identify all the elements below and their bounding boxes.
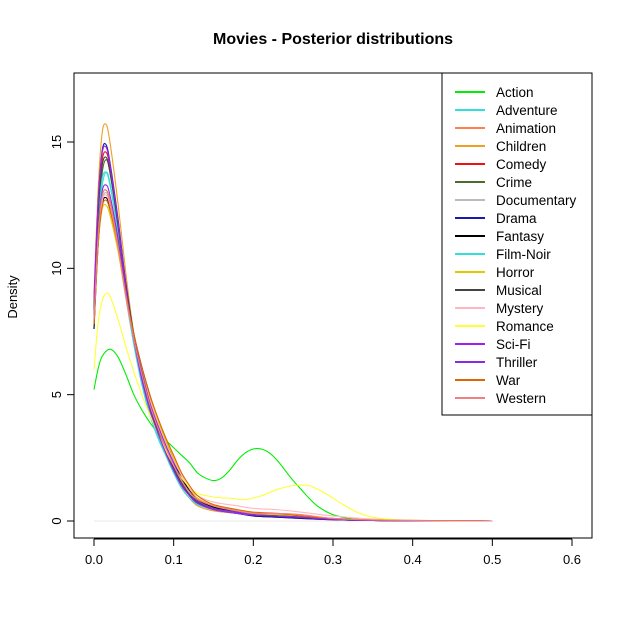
- legend-label-film-noir: Film-Noir: [496, 247, 551, 262]
- x-tick-label: 0.6: [563, 552, 581, 567]
- legend-label-adventure: Adventure: [496, 103, 558, 118]
- legend-label-horror: Horror: [496, 265, 535, 280]
- legend-label-children: Children: [496, 139, 546, 154]
- legend-label-drama: Drama: [496, 211, 537, 226]
- chart-title: Movies - Posterior distributions: [213, 31, 453, 48]
- legend-label-animation: Animation: [496, 121, 556, 136]
- legend-label-documentary: Documentary: [496, 193, 577, 208]
- legend-label-crime: Crime: [496, 175, 532, 190]
- legend: Action Adventure Animation Children Comedy Cr…: [441, 72, 593, 416]
- y-tick-label: 10: [49, 261, 64, 275]
- series-line-war: [93, 199, 493, 522]
- legend-label-musical: Musical: [496, 283, 542, 298]
- legend-label-fantasy: Fantasy: [496, 229, 544, 244]
- x-tick-label: 0.4: [404, 552, 422, 567]
- x-tick-label: 0.0: [85, 552, 103, 567]
- series-layer: [93, 123, 493, 522]
- series-line-thriller: [93, 184, 493, 522]
- y-tick-label: 0: [49, 517, 64, 524]
- legend-label-romance: Romance: [496, 319, 554, 334]
- series-line-action: [93, 348, 493, 522]
- x-tick-label: 0.5: [483, 552, 501, 567]
- x-axis: 0.0 0.1 0.2 0.3 0.4 0.5 0.6: [85, 538, 581, 567]
- y-tick-label: 5: [49, 391, 64, 398]
- x-tick-label: 0.2: [244, 552, 262, 567]
- series-line-western: [93, 189, 493, 522]
- legend-label-mystery: Mystery: [496, 301, 544, 316]
- x-tick-label: 0.3: [324, 552, 342, 567]
- legend-box: [441, 72, 593, 416]
- y-axis: 0 5 10 15: [49, 135, 75, 525]
- legend-label-western: Western: [496, 391, 546, 406]
- y-tick-label: 15: [49, 135, 64, 149]
- legend-label-war: War: [496, 373, 521, 388]
- y-axis-label: Density: [5, 275, 20, 319]
- x-tick-label: 0.1: [165, 552, 183, 567]
- legend-label-comedy: Comedy: [496, 157, 547, 172]
- legend-label-sci-fi: Sci-Fi: [496, 337, 531, 352]
- legend-label-action: Action: [496, 85, 534, 100]
- legend-label-thriller: Thriller: [496, 355, 538, 370]
